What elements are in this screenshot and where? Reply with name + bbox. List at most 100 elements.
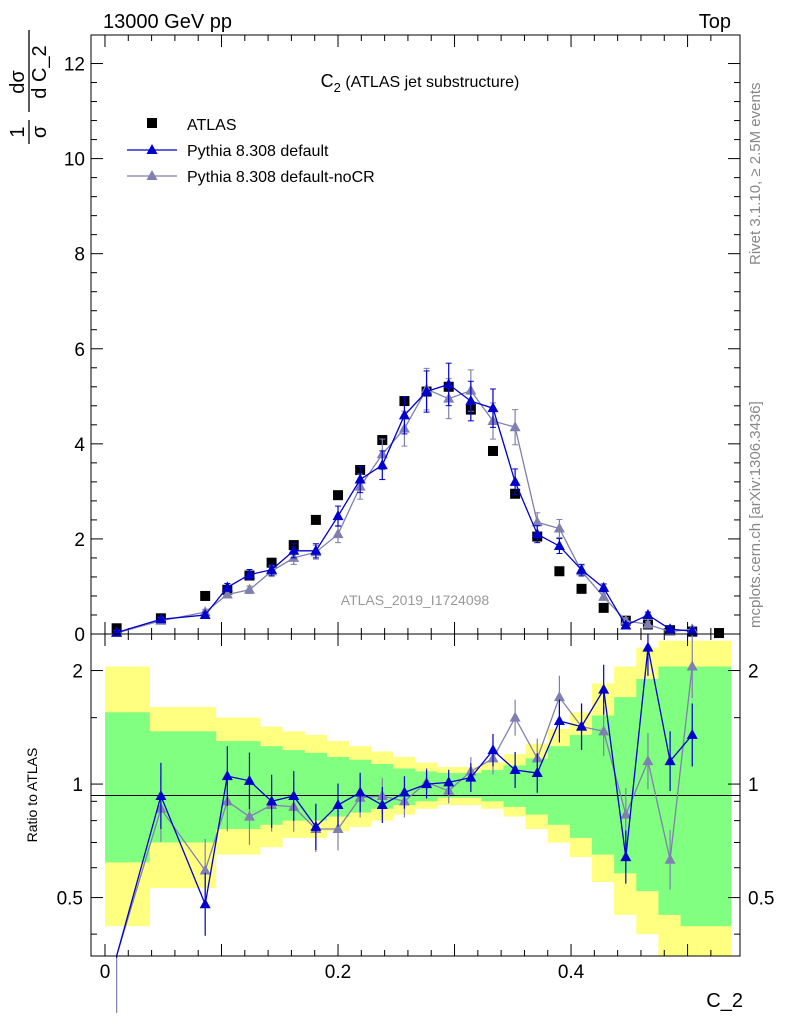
ratio-band-inner bbox=[547, 746, 571, 825]
pythia-nocr-point bbox=[243, 583, 255, 594]
pythia-default-point bbox=[686, 625, 698, 636]
ratio-default-point bbox=[620, 851, 632, 862]
atlas-data-point bbox=[487, 445, 498, 456]
main-ytick-label: 2 bbox=[74, 530, 85, 551]
ylabel-frac2-num: dσ bbox=[7, 70, 29, 94]
ratio-xtick-label: 0.4 bbox=[558, 962, 585, 983]
pythia-nocr-point bbox=[553, 522, 565, 533]
ratio-default-point bbox=[243, 774, 255, 785]
pythia-default-point bbox=[376, 459, 388, 470]
ratio-default-point bbox=[642, 641, 654, 652]
ratio-nocr-point bbox=[686, 660, 698, 671]
ratio-default-point bbox=[664, 755, 676, 766]
ratio-frame bbox=[90, 633, 741, 957]
watermark: ATLAS_2019_I1724098 bbox=[341, 592, 490, 608]
main-series bbox=[111, 362, 725, 639]
atlas-data-point bbox=[310, 514, 321, 525]
ratio-default-point bbox=[487, 744, 499, 755]
pythia-default-point bbox=[266, 563, 278, 574]
ratio-xtick-label: 0 bbox=[100, 962, 111, 983]
ratio-default-point bbox=[288, 789, 300, 800]
ratio-panel: 0.5 0.5 1 1 2 2 0 0.2 0.4 Ratio to ATLAS C_2 bbox=[24, 633, 774, 1013]
ratio-default-point bbox=[576, 720, 588, 731]
pythia-default-point bbox=[443, 378, 455, 389]
ratio-band-inner bbox=[614, 697, 637, 874]
pythia-default bbox=[111, 362, 698, 637]
legend: ATLAS Pythia 8.308 default Pythia 8.308 … bbox=[127, 117, 375, 186]
ratio-default-point bbox=[421, 778, 433, 789]
pythia-nocr-point bbox=[332, 528, 344, 539]
ratio-default-point bbox=[598, 683, 610, 694]
ratio-default-point bbox=[332, 799, 344, 810]
ratio-default-point bbox=[531, 766, 543, 777]
ratio-default-point bbox=[155, 789, 167, 800]
ratio-ytick-label-right: 2 bbox=[748, 662, 759, 683]
rivet-label: Rivet 3.1.10, ≥ 2.5M events bbox=[747, 83, 764, 266]
ratio-default-point bbox=[310, 820, 322, 831]
pythia-nocr-point bbox=[642, 618, 654, 629]
ratio-default-point bbox=[398, 786, 410, 797]
ratio-nocr-point bbox=[620, 808, 632, 819]
ylabel-frac2-den: d C_2 bbox=[29, 45, 51, 98]
pythia-default-point bbox=[155, 613, 167, 624]
pythia-nocr-point bbox=[221, 588, 233, 599]
pythia-default-point bbox=[310, 544, 322, 555]
legend-marker-atlas bbox=[147, 118, 157, 128]
ratio-series bbox=[115, 634, 698, 1013]
ratio-band-inner bbox=[304, 752, 327, 821]
main-ytick-label: 10 bbox=[64, 150, 85, 171]
pythia-default-point bbox=[553, 540, 565, 551]
ratio-nocr-point bbox=[243, 810, 255, 821]
legend-label-default: Pythia 8.308 default bbox=[187, 143, 329, 160]
ylabel-frac1-num: 1 bbox=[7, 126, 29, 137]
atlas-data-point bbox=[714, 628, 725, 639]
main-ytick-label: 6 bbox=[74, 340, 85, 361]
atlas-data-point bbox=[576, 583, 587, 594]
pythia-nocr-point bbox=[598, 590, 610, 601]
pythia-default-point bbox=[620, 619, 632, 630]
ratio-band-inner bbox=[171, 731, 195, 843]
header-right: Top bbox=[699, 11, 731, 33]
y-axis-label: 1 σ dσ d C_2 bbox=[7, 30, 51, 144]
ratio-y-label: Ratio to ATLAS bbox=[24, 748, 40, 843]
ratio-axis-ticks: 0.5 0.5 1 1 2 2 0 0.2 0.4 bbox=[57, 634, 774, 983]
ratio-xtick-label: 0.2 bbox=[325, 962, 351, 983]
ratio-nocr-point bbox=[199, 864, 211, 875]
ratio-bands bbox=[104, 640, 732, 956]
pythia-default-point bbox=[288, 544, 300, 555]
pythia-nocr-point bbox=[531, 516, 543, 527]
pythia-default-point bbox=[531, 528, 543, 539]
ratio-band-inner bbox=[481, 769, 504, 802]
ratio-default-point bbox=[443, 776, 455, 787]
atlas-data-point bbox=[266, 557, 277, 568]
pythia-default-point bbox=[576, 563, 588, 574]
pythia-nocr-point bbox=[509, 421, 521, 432]
pythia-default-point bbox=[243, 568, 255, 579]
ratio-default bbox=[115, 634, 698, 958]
ratio-default-point bbox=[199, 898, 211, 909]
ratio-default-point bbox=[221, 770, 233, 781]
ratio-ytick-label: 0.5 bbox=[57, 889, 83, 910]
ratio-band-inner bbox=[127, 712, 150, 863]
ratio-ytick-label-right: 1 bbox=[748, 775, 759, 796]
main-ytick-label: 12 bbox=[64, 55, 85, 76]
legend-marker-nocr bbox=[146, 170, 158, 180]
legend-label-nocr: Pythia 8.308 default-noCR bbox=[187, 169, 375, 186]
main-ytick-label: 4 bbox=[74, 435, 85, 456]
ratio-default-point bbox=[266, 795, 278, 806]
plot-title: C2 (ATLAS jet substructure) bbox=[321, 71, 520, 95]
ratio-ytick-label: 2 bbox=[72, 662, 83, 683]
ratio-ytick-label-right: 0.5 bbox=[748, 889, 774, 910]
ratio-default-point bbox=[465, 771, 477, 782]
ratio-default-point bbox=[509, 763, 521, 774]
ratio-nocr-point bbox=[664, 853, 676, 864]
ratio-default-point bbox=[376, 799, 388, 810]
pythia-default-point bbox=[421, 385, 433, 396]
legend-label-atlas: ATLAS bbox=[187, 117, 237, 134]
ratio-band-inner bbox=[680, 666, 704, 927]
ratio-nocr-point bbox=[332, 823, 344, 834]
legend-marker-default bbox=[146, 144, 158, 154]
ratio-default-point bbox=[553, 714, 565, 725]
pythia-default-point bbox=[221, 581, 233, 592]
